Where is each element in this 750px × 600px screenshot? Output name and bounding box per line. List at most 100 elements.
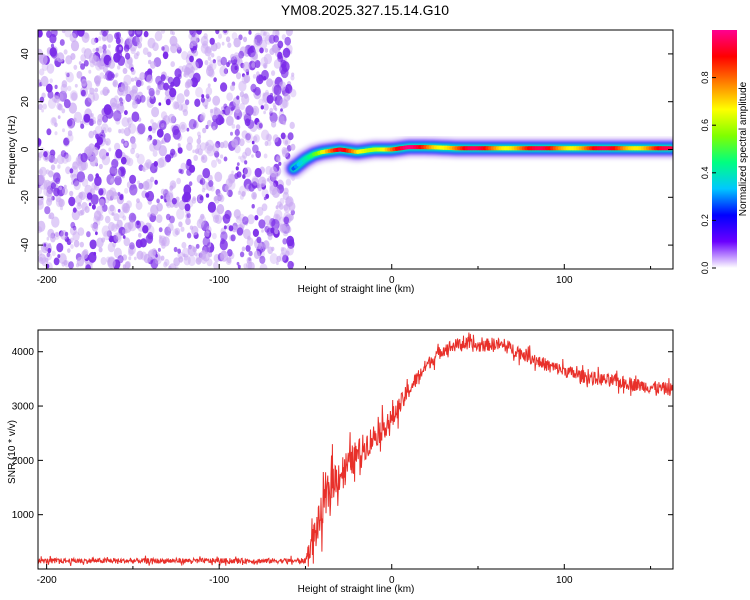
- spectrogram-noise-blob: [236, 227, 244, 236]
- spectrogram-noise-blob: [204, 104, 208, 109]
- spectrogram-noise-blob: [89, 155, 98, 167]
- spectrogram-noise-blob: [252, 89, 256, 93]
- spectrogram-noise-blob: [77, 30, 85, 37]
- spectrogram-noise-blob: [183, 73, 187, 77]
- spectrogram-noise-blob: [76, 171, 86, 183]
- spectrogram-noise-blob: [226, 191, 230, 196]
- spectrogram-noise-blob: [261, 203, 268, 212]
- spectrogram-noise-blob: [120, 156, 127, 165]
- spectrogram-noise-blob: [115, 232, 122, 240]
- spectrogram-noise-blob: [53, 257, 60, 266]
- spectrogram-noise-blob: [69, 237, 74, 243]
- spectrogram-noise-blob: [182, 247, 190, 258]
- spectrogram-noise-blob: [248, 250, 253, 257]
- spectrogram-noise-blob: [215, 114, 224, 126]
- spectrogram-noise-blob: [69, 168, 74, 174]
- spectrogram-noise-blob: [113, 95, 119, 103]
- spectrogram-noise-blob: [209, 37, 215, 45]
- colorbar-label: Normalized spectral amplitude: [738, 81, 749, 216]
- spectrogram-noise-blob: [165, 192, 174, 203]
- spectrogram-noise-blob: [60, 206, 63, 211]
- spectrogram-noise-blob: [57, 115, 61, 119]
- spectrogram-noise-blob: [134, 30, 143, 38]
- spectrogram-noise-blob: [121, 138, 125, 144]
- spectrogram-noise-blob: [38, 30, 43, 38]
- spectrogram-noise-blob: [251, 105, 260, 116]
- snr-x-tick-label: 100: [556, 575, 573, 586]
- spectrogram-noise-blob: [85, 264, 91, 269]
- spectrogram-noise-blob: [282, 120, 286, 126]
- spectrogram-noise-blob: [135, 79, 142, 88]
- spectrogram-noise-blob: [239, 251, 245, 258]
- spectrogram-noise-blob: [122, 67, 128, 74]
- spectrogram-noise-blob: [51, 216, 60, 228]
- spectrogram-noise-blob: [111, 158, 119, 169]
- spectrogram-noise-blob: [290, 75, 295, 81]
- spectrogram-noise-blob: [113, 232, 122, 244]
- spectrogram-noise-blob: [282, 99, 289, 108]
- spectrogram-noise-blob: [114, 175, 122, 186]
- spectrogram-noise-blob: [44, 206, 51, 215]
- spectrogram-noise-blob: [160, 195, 164, 200]
- spectrogram-y-tick-label: 0: [20, 146, 31, 152]
- spectrogram-noise-blob: [102, 88, 109, 97]
- spectrogram-noise-blob: [136, 198, 140, 204]
- spectrogram-noise-blob: [276, 171, 281, 177]
- spectrogram-noise-blob: [223, 156, 228, 162]
- spectrogram-noise-blob: [38, 220, 46, 232]
- spectrogram-noise-blob: [238, 155, 242, 160]
- spectrogram-noise-blob: [270, 170, 278, 182]
- spectrogram-noise-blob: [163, 82, 170, 91]
- spectrogram-noise-blob: [242, 61, 251, 72]
- spectrogram-noise-blob: [49, 47, 57, 57]
- spectrogram-noise-blob: [95, 231, 98, 236]
- spectrogram-noise-blob: [284, 140, 289, 145]
- spectrogram-noise-blob: [266, 78, 273, 88]
- spectrogram-noise-blob: [170, 30, 173, 35]
- spectrogram-noise-blob: [158, 102, 162, 106]
- spectrogram-noise-blob: [146, 96, 151, 102]
- spectrogram-noise-blob: [182, 253, 186, 258]
- spectrogram-noise-blob: [84, 97, 92, 107]
- spectrogram-noise-blob: [280, 67, 289, 79]
- spectrogram-noise-blob: [186, 232, 192, 239]
- spectrogram-noise-blob: [94, 76, 100, 84]
- spectrogram-noise-blob: [137, 123, 146, 135]
- spectrogram-noise-blob: [59, 186, 63, 191]
- spectrogram-noise-blob: [87, 92, 96, 103]
- spectrogram-noise-blob: [178, 200, 186, 210]
- spectrogram-noise-blob: [146, 137, 151, 142]
- spectrogram-noise-blob: [111, 73, 115, 79]
- spectrogram-noise-blob: [236, 72, 242, 80]
- spectrogram-noise-blob: [147, 51, 152, 58]
- snr-panel: -200 -100 0 100 1000 2000 3000 4000 Height of …: [7, 329, 674, 595]
- spectrogram-noise-blob: [48, 212, 55, 220]
- spectrogram-noise-blob: [101, 30, 109, 37]
- spectrogram-noise-blob: [101, 129, 104, 134]
- spectrogram-noise-blob: [274, 95, 283, 106]
- spectrogram-noise-blob: [183, 89, 190, 97]
- spectrogram-noise-blob: [150, 61, 156, 69]
- spectrogram-noise-blob: [236, 261, 240, 266]
- spectrogram-noise-blob: [38, 152, 43, 158]
- spectrogram-noise-blob: [74, 83, 78, 88]
- spectrogram-noise-blob: [108, 221, 116, 232]
- spectrogram-noise-blob: [148, 87, 155, 97]
- spectrogram-noise-blob: [155, 89, 160, 96]
- spectrogram-noise-blob: [60, 83, 68, 94]
- spectrogram-noise-blob: [135, 220, 141, 229]
- spectrogram-noise-blob: [126, 117, 131, 123]
- spectrogram-noise-blob: [166, 202, 171, 209]
- spectrogram-noise-blob: [226, 257, 232, 264]
- spectrogram-noise-blob: [225, 36, 231, 43]
- spectrogram-noise-blob: [163, 261, 168, 268]
- spectrogram-noise-blob: [83, 32, 89, 39]
- spectrogram-noise-blob: [212, 95, 221, 106]
- spectrogram-noise-blob: [181, 194, 188, 203]
- spectrogram-noise-blob: [264, 48, 269, 53]
- spectrogram-noise-blob: [50, 164, 56, 171]
- spectrogram-noise-blob: [88, 130, 94, 139]
- spectrogram-noise-blob: [277, 40, 284, 49]
- spectrogram-noise-blob: [51, 250, 56, 257]
